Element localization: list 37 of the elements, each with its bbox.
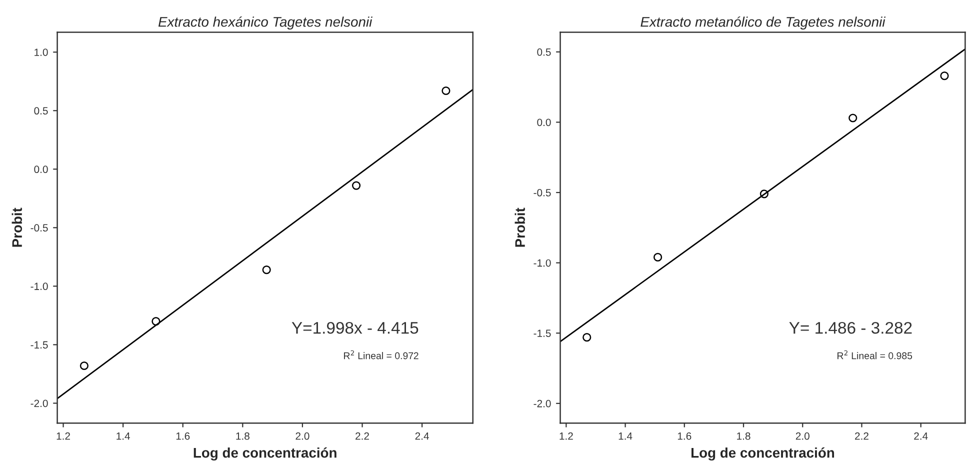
y-tick-label: 0.5 (34, 107, 48, 115)
x-tick-label: 2.4 (415, 432, 429, 440)
y-tick-label: -2.0 (534, 400, 551, 408)
x-tick-label: 2.2 (855, 432, 868, 440)
x-tick-label: 1.2 (56, 432, 70, 440)
y-axis-title: Probit (514, 208, 525, 247)
annotation: Y=1.998x - 4.415 (292, 322, 418, 334)
annotation: R$^{2}$ Lineal = 0.972 (344, 350, 418, 360)
x-tick-label: 2.0 (796, 432, 810, 440)
y-tick-label: 1.0 (34, 48, 48, 56)
x-tick-label: 1.4 (618, 432, 632, 440)
y-tick-label: -1.0 (534, 259, 551, 267)
x-tick-label: 1.8 (236, 432, 250, 440)
annotation: R$^{2}$ Lineal = 0.985 (838, 350, 912, 360)
x-tick-label: 2.0 (296, 432, 310, 440)
y-tick-label: -1.0 (30, 282, 48, 290)
y-tick-label: -0.5 (534, 189, 551, 196)
x-tick-label: 1.2 (560, 432, 573, 440)
y-tick-label: -2.0 (30, 400, 48, 408)
y-tick-label: 0.0 (34, 166, 48, 174)
x-tick-label: 2.4 (914, 432, 928, 440)
y-axis-title: Probit (12, 208, 22, 247)
chart-title: Extracto hexánico Tagetes nelsonii (158, 16, 372, 30)
x-tick-label: 1.6 (678, 432, 692, 440)
y-tick-label: -0.5 (30, 224, 48, 232)
x-tick-label: 1.6 (176, 432, 190, 440)
y-tick-label: -1.5 (30, 341, 48, 349)
x-tick-label: 1.8 (737, 432, 750, 440)
x-axis-title: Log de concentración (194, 447, 336, 461)
x-tick-label: 2.2 (356, 432, 369, 440)
annotation: Y= 1.486 - 3.282 (789, 322, 912, 334)
chart-title: Extracto metanólico de Tagetes nelsonii (640, 16, 886, 30)
y-tick-label: 0.5 (537, 48, 551, 56)
x-axis-title: Log de concentración (692, 447, 834, 461)
y-tick-label: 0.0 (537, 118, 551, 126)
y-tick-label: -1.5 (534, 330, 551, 337)
x-tick-label: 1.4 (116, 432, 130, 440)
